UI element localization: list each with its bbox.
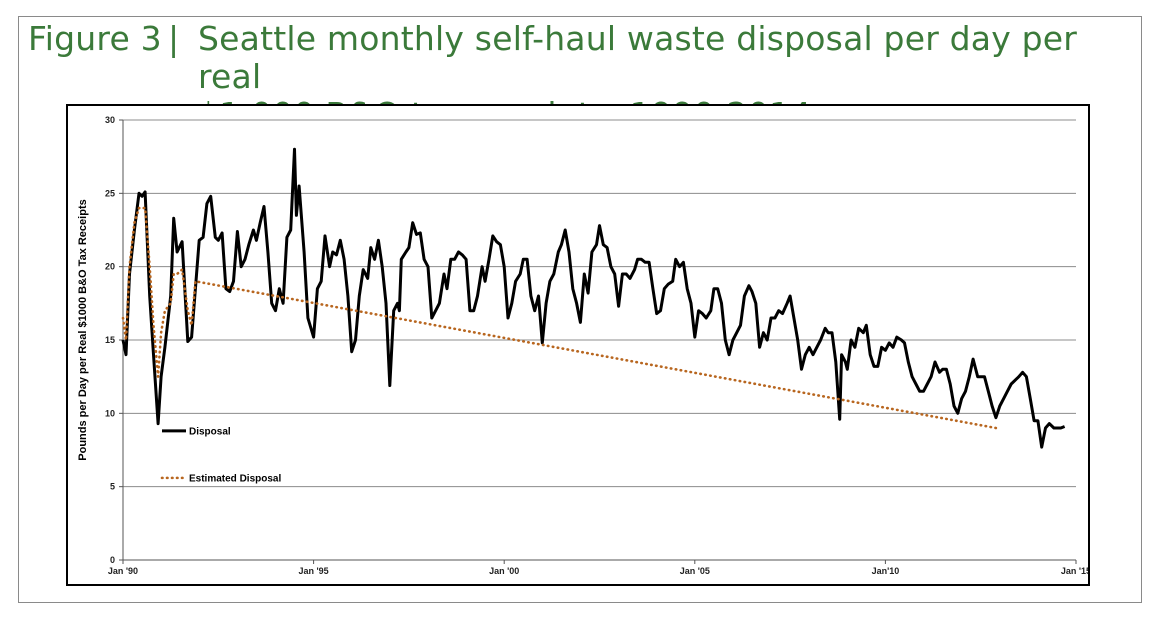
y-tick-label-25: 25 bbox=[105, 188, 115, 198]
x-tick-label-3: Jan '05 bbox=[680, 566, 710, 576]
figure-title-separator: | bbox=[168, 19, 180, 58]
x-tick-label-5: Jan '15 bbox=[1061, 566, 1088, 576]
y-axis-title: Pounds per Day per Real $1000 B&O Tax Re… bbox=[77, 199, 89, 460]
series-line-estimated-disposal bbox=[121, 206, 998, 430]
x-tick-label-2: Jan '00 bbox=[489, 566, 519, 576]
x-tick-label-4: Jan'10 bbox=[872, 566, 900, 576]
legend-label-disposal: Disposal bbox=[189, 426, 231, 437]
x-tick-label-1: Jan '95 bbox=[299, 566, 329, 576]
y-tick-label-20: 20 bbox=[105, 262, 115, 272]
figure-title-line-1: Seattle monthly self-haul waste disposal… bbox=[198, 19, 1078, 96]
y-tick-label-5: 5 bbox=[110, 482, 115, 492]
chart-area: 0 5 10 15 20 25 30 Jan '90 Jan '95 Jan '00 Jan '05… bbox=[66, 104, 1090, 586]
x-tick-label-0: Jan '90 bbox=[108, 566, 138, 576]
series-line-disposal bbox=[121, 147, 1066, 449]
line-chart: 0 5 10 15 20 25 30 Jan '90 Jan '95 Jan '00 Jan '05… bbox=[77, 115, 1088, 576]
y-tick-label-0: 0 bbox=[110, 555, 115, 565]
y-tick-label-15: 15 bbox=[105, 335, 115, 345]
figure-frame bbox=[18, 16, 1142, 603]
figure-label: Figure 3 bbox=[28, 19, 162, 58]
legend-label-estimated-disposal: Estimated Disposal bbox=[189, 473, 281, 484]
y-tick-label-30: 30 bbox=[105, 115, 115, 125]
y-tick-label-10: 10 bbox=[105, 408, 115, 418]
